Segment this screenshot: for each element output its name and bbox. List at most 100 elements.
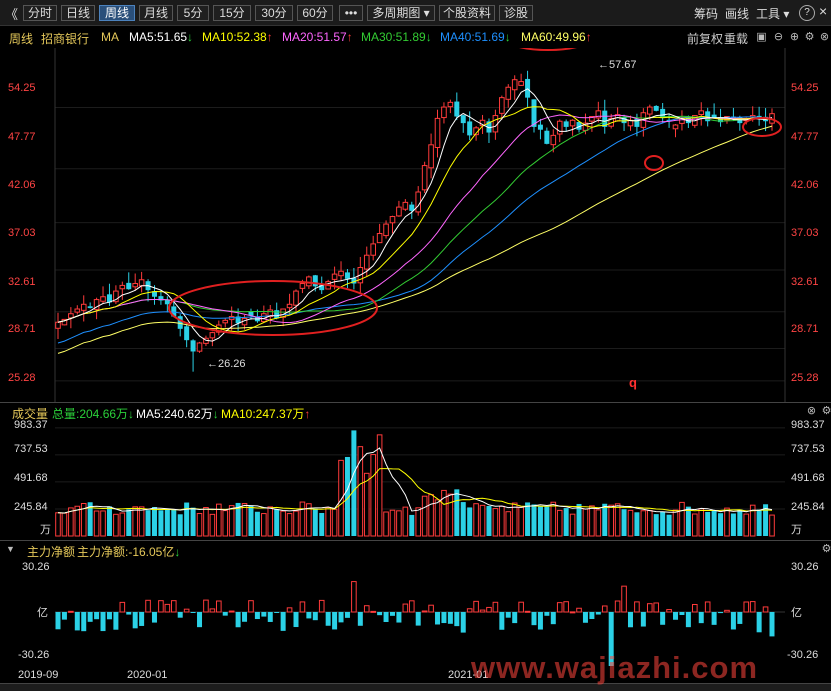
multi-period-dropdown[interactable]: 多周期图 ▾: [367, 5, 435, 21]
fund-flow-bar-negative: [267, 612, 273, 622]
volume-bar-up: [363, 472, 370, 537]
stock-info-button[interactable]: 个股资料: [439, 5, 495, 21]
volume-bar-down: [602, 503, 608, 536]
tab-monthly[interactable]: 月线: [139, 5, 173, 21]
fund-flow-bar-negative: [235, 612, 241, 628]
fund-flow-bar-negative: [357, 612, 363, 626]
fund-flow-bar-negative: [190, 612, 196, 613]
fund-flow-bar-positive: [653, 602, 660, 613]
tools-dropdown[interactable]: 工具 ▾: [756, 7, 790, 21]
indicator-tabs-bar[interactable]: [0, 683, 831, 691]
close-icon[interactable]: ×: [819, 3, 828, 19]
fund-flow-bar-negative: [132, 612, 138, 629]
volume-bar-up: [627, 509, 634, 537]
volume-ma5: MA5:240.62万↓: [136, 407, 219, 421]
candle-body-up: [499, 97, 505, 114]
tab-daily[interactable]: 日线: [61, 5, 95, 21]
fund-flow-bar-negative: [106, 612, 112, 620]
diagnose-button[interactable]: 诊股: [499, 5, 533, 21]
tab-15min[interactable]: 15分: [213, 5, 251, 21]
reload-button[interactable]: 重载: [724, 32, 749, 46]
candle-body-up: [646, 106, 653, 115]
candle-body-up: [100, 296, 106, 302]
draw-line-button[interactable]: 画线: [725, 7, 750, 21]
tab-weekly[interactable]: 周线: [99, 5, 135, 21]
fund-flow-bar-negative: [113, 612, 119, 630]
settings-icon[interactable]: ⚙: [804, 31, 815, 43]
volume-bar-up: [357, 446, 364, 537]
volume-bar-down: [705, 511, 711, 536]
fund-flow-bar-positive: [318, 599, 325, 613]
fund-flow-bar-positive: [743, 601, 750, 613]
candle-body-down: [621, 117, 627, 124]
help-icon[interactable]: ?: [799, 5, 815, 21]
candle-body-down: [660, 108, 666, 118]
more-button[interactable]: •••: [339, 5, 363, 21]
chips-button[interactable]: 筹码: [694, 7, 719, 21]
zoom-in-icon[interactable]: ⊕: [789, 31, 800, 43]
fund-flow-bar-positive: [68, 610, 74, 613]
fund-flow-bar-positive: [286, 607, 293, 613]
lock-icon[interactable]: ▣: [756, 31, 767, 43]
fund-flow-header: ▼ 主力净额 主力净额:-16.05亿↓ ⚙: [0, 540, 831, 559]
candle-body-up: [434, 117, 441, 149]
candle-body-up: [447, 101, 454, 108]
ma10-value: MA10:52.38↑: [202, 30, 273, 44]
fund-flow-chart[interactable]: [0, 558, 831, 666]
volume-bar-down: [634, 512, 640, 536]
fund-flow-bar-negative: [512, 612, 518, 624]
tab-30min[interactable]: 30分: [255, 5, 293, 21]
volume-bar-up: [396, 510, 402, 537]
volume-chart[interactable]: [0, 420, 831, 539]
fund-flow-bar-positive: [486, 606, 492, 613]
low-price-marker: ←26.26: [207, 358, 246, 370]
fund-flow-unit: 亿: [791, 607, 802, 619]
volume-bar-down: [563, 508, 569, 536]
fund-flow-bar-negative: [222, 612, 228, 616]
collapse-fund-icon[interactable]: ▼: [6, 544, 15, 554]
fund-flow-bar-negative: [383, 612, 389, 622]
candle-body-up: [55, 321, 61, 329]
volume-header: 成交量 总量:204.66万↓ MA5:240.62万↓ MA10:247.37…: [0, 402, 831, 421]
volume-bar-down: [319, 512, 325, 536]
close-volume-icon[interactable]: ⊗: [806, 405, 817, 417]
fund-flow-bar-positive: [363, 605, 370, 613]
candle-body-down: [106, 294, 112, 303]
volume-bar-up: [589, 505, 595, 537]
candle-body-down: [653, 105, 659, 111]
fund-flow-bar-negative: [454, 612, 460, 627]
volume-unit: 万: [40, 524, 51, 536]
fund-flow-unit: 亿: [37, 607, 48, 619]
fund-flow-bar-negative: [499, 612, 505, 630]
volume-bar-up: [203, 507, 209, 537]
annotation-ellipse-bottom: [168, 280, 378, 336]
volume-bar-up: [595, 509, 602, 537]
ma5-line: [57, 88, 773, 342]
fund-flow-bar-positive: [158, 600, 164, 613]
candle-body-down: [460, 115, 466, 124]
collapse-icon[interactable]: 《: [5, 7, 19, 22]
price-tick: 47.77: [8, 131, 36, 143]
price-chart[interactable]: [0, 48, 831, 403]
zoom-out-icon[interactable]: ⊖: [773, 31, 784, 43]
volume-bar-down: [531, 504, 537, 536]
close-panel-icon[interactable]: ⊗: [819, 31, 830, 43]
volume-settings-icon[interactable]: ⚙: [821, 405, 831, 417]
tab-60min[interactable]: 60分: [297, 5, 333, 21]
forward-adjust-button[interactable]: 前复权: [687, 32, 724, 46]
volume-bar-up: [434, 499, 441, 537]
price-tick: 32.61: [8, 276, 36, 288]
volume-bar-up: [306, 503, 312, 537]
volume-bar-down: [730, 513, 736, 536]
fund-flow-settings-icon[interactable]: ⚙: [821, 543, 831, 555]
fund-flow-bar-negative: [280, 612, 286, 631]
tab-intraday[interactable]: 分时: [23, 5, 57, 21]
fund-flow-bar-positive: [762, 606, 769, 613]
annotation-ellipse-dip: [644, 155, 664, 171]
fund-flow-bar-negative: [640, 612, 646, 627]
volume-bar-up: [743, 513, 750, 537]
ma40-line: [57, 116, 773, 344]
candle-body-down: [454, 101, 460, 117]
tab-5min[interactable]: 5分: [177, 5, 209, 21]
volume-bar-up: [479, 504, 486, 537]
